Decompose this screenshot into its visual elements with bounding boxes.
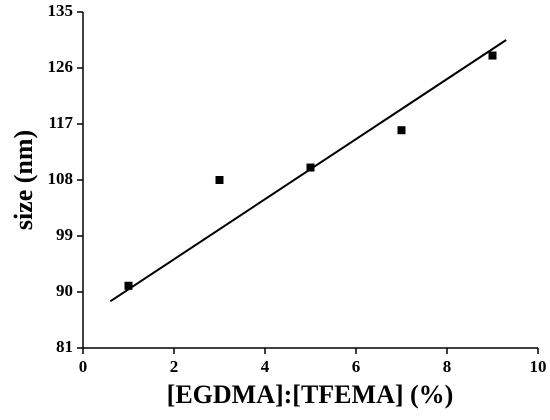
fit-line (109, 39, 507, 303)
data-point (124, 281, 133, 290)
x-tick-label: 6 (352, 357, 361, 376)
y-tick-label: 99 (56, 225, 73, 244)
data-point (306, 163, 315, 172)
data-point (488, 51, 497, 60)
data-point (215, 176, 224, 184)
x-tick-label: 10 (530, 357, 547, 376)
y-tick-label: 81 (56, 337, 73, 356)
y-tick-label: 117 (48, 113, 73, 132)
x-tick-label: 2 (170, 357, 179, 376)
x-axis-label: [EGDMA]:[TFEMA] (%) (167, 380, 454, 409)
y-tick-label: 108 (48, 169, 74, 188)
x-tick-label: 0 (79, 357, 88, 376)
x-tick-label: 8 (443, 357, 452, 376)
x-tick-label: 4 (261, 357, 270, 376)
y-axis-label: size (nm) (9, 130, 38, 230)
y-tick-label: 90 (56, 281, 73, 300)
y-tick-label: 126 (48, 57, 74, 76)
data-point (397, 126, 406, 135)
y-tick-label: 135 (48, 1, 74, 20)
